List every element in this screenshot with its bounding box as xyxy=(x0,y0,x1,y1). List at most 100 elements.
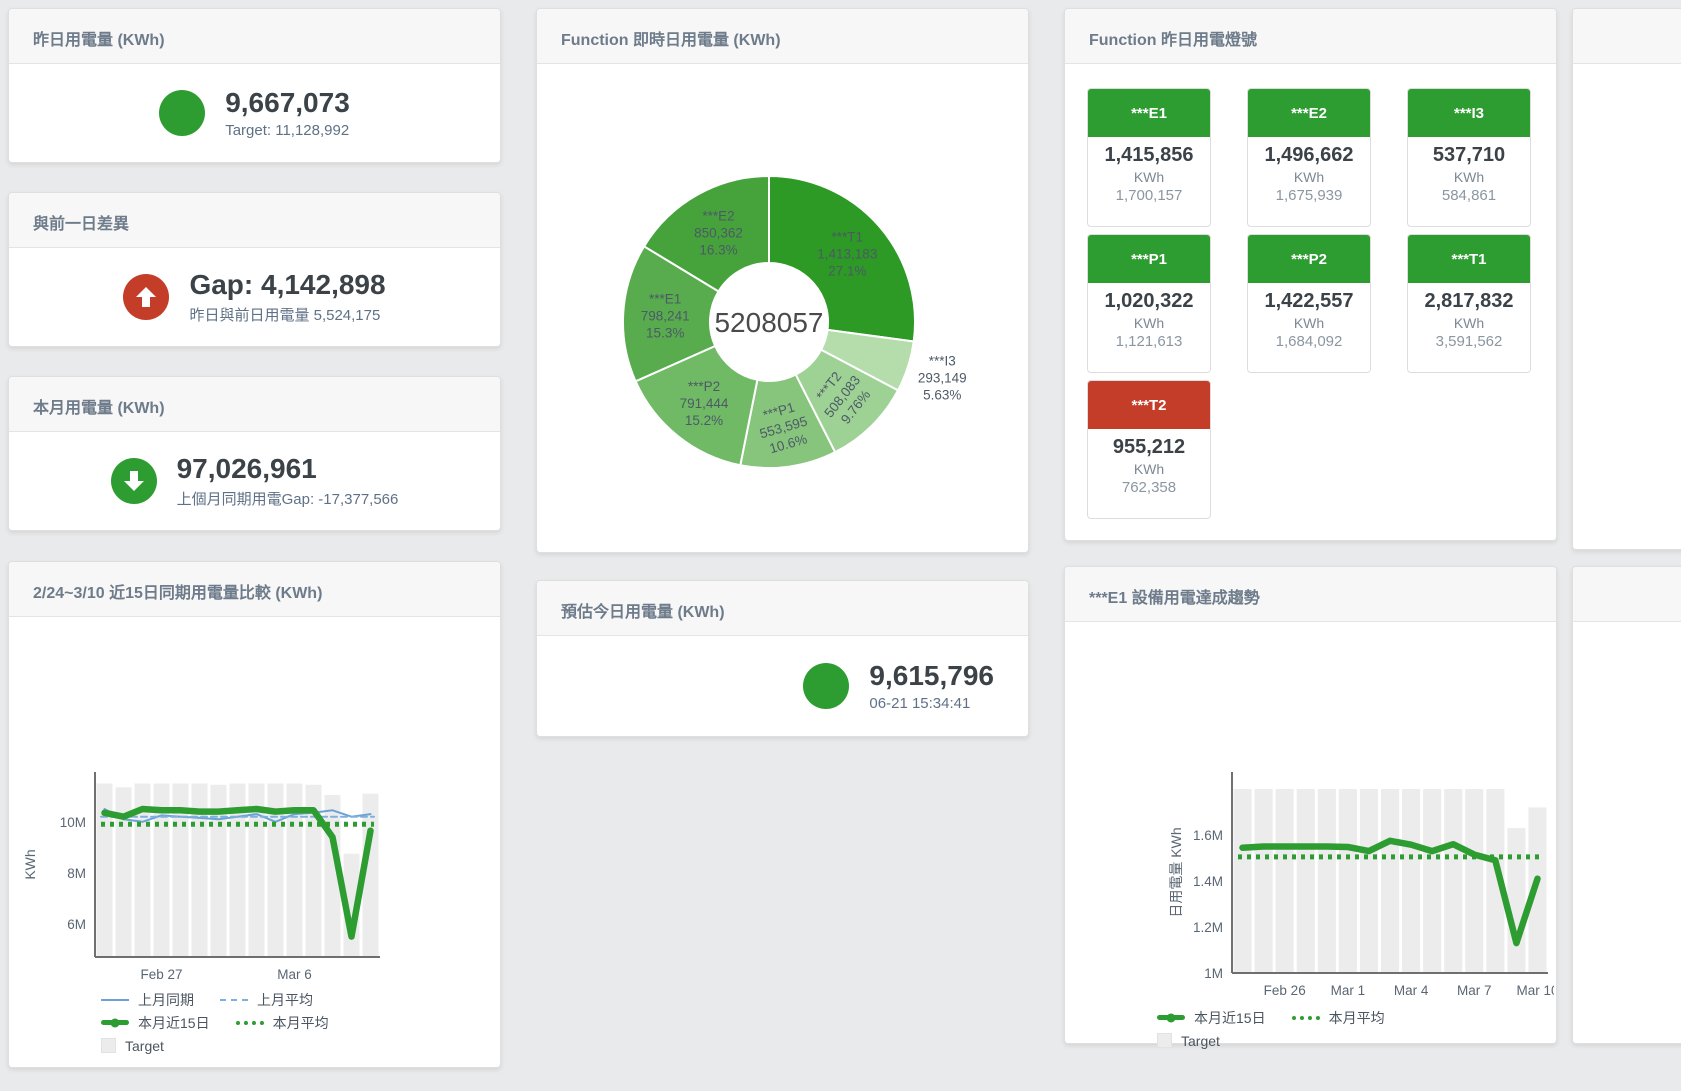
card-title-prev-day-gap: 與前一日差異 xyxy=(9,193,500,248)
yesterday-target: Target: 11,128,992 xyxy=(225,122,350,140)
green-dotted-swatch-icon xyxy=(1291,1015,1320,1020)
tile-unit: KWh xyxy=(1133,461,1165,477)
compare-chart-legend: 上月同期 上月平均 本月近15日 本月平均 Target xyxy=(9,988,500,1057)
tile-unit: KWh xyxy=(1133,169,1165,185)
month-value: 97,026,961 xyxy=(176,452,317,484)
tile-unit: KWh xyxy=(1293,169,1325,185)
legend-this-month-15day: 本月近15日 xyxy=(1157,1008,1266,1028)
tile-label: ***T1 xyxy=(1408,235,1530,283)
legend-this-month-average: 本月平均 xyxy=(235,1013,329,1033)
svg-text:Mar 6: Mar 6 xyxy=(277,967,312,982)
tile-target: 762,358 xyxy=(1121,479,1177,496)
svg-text:Feb 26: Feb 26 xyxy=(1264,983,1306,998)
card-month-usage: 本月用電量 (KWh) 97,026,961 上個月同期用電Gap: -17,3… xyxy=(8,376,501,531)
card-yesterday-usage: 昨日用電量 (KWh) 9,667,073 Target: 11,128,992 xyxy=(8,8,501,163)
estimate-timestamp: 06-21 15:34:41 xyxy=(869,695,971,713)
light-tile-e2[interactable]: ***E2 1,496,662 KWh 1,675,939 xyxy=(1247,88,1371,227)
tile-target: 1,684,092 xyxy=(1275,333,1343,350)
green-line-swatch-icon xyxy=(1157,1015,1185,1020)
green-status-circle-icon xyxy=(159,90,206,136)
e1-trend-legend: 本月近15日 本月平均 Target xyxy=(1065,1006,1556,1052)
svg-text:Feb 27: Feb 27 xyxy=(140,967,182,982)
card-title-yesterday: 昨日用電量 (KWh) xyxy=(9,9,500,64)
cropped-card-bottom xyxy=(1572,566,1681,1044)
svg-text:***T2508,0839.76%: ***T2508,0839.76% xyxy=(808,362,877,431)
light-tile-i3[interactable]: ***I3 537,710 KWh 584,861 xyxy=(1407,88,1531,227)
cropped-card-header xyxy=(1573,9,1681,64)
light-tile-t1[interactable]: ***T1 2,817,832 KWh 3,591,562 xyxy=(1407,234,1531,373)
svg-text:日用電量 KWh: 日用電量 KWh xyxy=(1168,827,1184,917)
light-tile-grid: ***E1 1,415,856 KWh 1,700,157 ***E2 1,49… xyxy=(1065,64,1556,543)
tile-value: 955,212 xyxy=(1112,436,1186,458)
svg-text:10M: 10M xyxy=(60,815,86,830)
tile-target: 3,591,562 xyxy=(1435,333,1503,350)
yesterday-stat: 9,667,073 Target: 11,128,992 xyxy=(9,64,500,162)
estimate-value: 9,615,796 xyxy=(869,659,994,691)
card-yesterday-lights: Function 昨日用電燈號 ***E1 1,415,856 KWh 1,70… xyxy=(1064,8,1557,541)
tile-unit: KWh xyxy=(1453,169,1485,185)
legend-last-month-same-period: 上月同期 xyxy=(101,990,194,1010)
svg-text:KWh: KWh xyxy=(22,849,38,879)
e1-trend-chart[interactable]: 1M 1.2M 1.4M 1.6M Feb 26 Mar 1 Mar 4 Mar 7 Mar 1… xyxy=(1071,622,1554,1000)
tile-target: 1,700,157 xyxy=(1115,187,1183,204)
tile-value: 1,496,662 xyxy=(1264,144,1354,166)
legend-this-month-average: 本月平均 xyxy=(1291,1008,1385,1028)
svg-text:1.6M: 1.6M xyxy=(1193,828,1223,843)
prev-day-gap-value: Gap: 4,142,898 xyxy=(189,268,386,300)
light-tile-p2[interactable]: ***P2 1,422,557 KWh 1,684,092 xyxy=(1247,234,1371,373)
tile-label: ***E2 xyxy=(1248,89,1370,137)
tile-value: 1,020,322 xyxy=(1104,290,1194,312)
tile-value: 537,710 xyxy=(1432,144,1506,166)
svg-text:Mar 10: Mar 10 xyxy=(1516,983,1554,998)
svg-text:8M: 8M xyxy=(67,866,86,881)
tile-value: 1,415,856 xyxy=(1104,144,1194,166)
svg-text:5208057: 5208057 xyxy=(714,307,823,338)
tile-label: ***P1 xyxy=(1088,235,1210,283)
svg-text:1.4M: 1.4M xyxy=(1193,874,1223,889)
svg-text:6M: 6M xyxy=(67,917,86,932)
gray-square-swatch-icon xyxy=(101,1038,116,1053)
tile-target: 584,861 xyxy=(1441,187,1497,204)
card-15day-compare-chart: 2/24~3/10 近15日同期用電量比較 (KWh) 6M 8M 10M Feb 2… xyxy=(8,561,501,1068)
blue-line-swatch-icon xyxy=(101,998,129,1001)
yesterday-value: 9,667,073 xyxy=(225,86,350,118)
compare-15day-chart[interactable]: 6M 8M 10M Feb 27 Mar 6 KWh xyxy=(15,617,492,982)
tile-label: ***P2 xyxy=(1248,235,1370,283)
card-e1-trend-chart: ***E1 設備用電達成趨勢 1M 1.2M 1.4M 1.6M Feb 26 Mar 1… xyxy=(1064,566,1557,1049)
tile-label: ***E1 xyxy=(1088,89,1210,137)
month-stat: 97,026,961 上個月同期用電Gap: -17,377,566 xyxy=(9,432,500,530)
tile-unit: KWh xyxy=(1453,315,1485,331)
prev-day-gap-subtext: 昨日與前日用電量 5,524,175 xyxy=(189,307,381,325)
function-usage-donut-chart[interactable]: ***T1 1,413,183 27.1% ***I3 293,149 5.63% ***T… xyxy=(537,64,1028,553)
light-tile-p1[interactable]: ***P1 1,020,322 KWh 1,121,613 xyxy=(1087,234,1211,373)
svg-text:Mar 7: Mar 7 xyxy=(1457,983,1492,998)
card-prev-day-gap: 與前一日差異 Gap: 4,142,898 昨日與前日用電量 5,524,175 xyxy=(8,192,501,347)
tile-target: 1,121,613 xyxy=(1115,333,1183,350)
card-title-month: 本月用電量 (KWh) xyxy=(9,377,500,432)
month-gap-subtext: 上個月同期用電Gap: -17,377,566 xyxy=(176,491,399,509)
legend-this-month-15day: 本月近15日 xyxy=(101,1013,210,1033)
tile-target: 1,675,939 xyxy=(1275,187,1343,204)
legend-target: Target xyxy=(1157,1033,1220,1049)
svg-text:***P1553,59510.6%: ***P1553,59510.6% xyxy=(753,397,813,458)
light-tile-t2[interactable]: ***T2 955,212 KWh 762,358 xyxy=(1087,380,1211,519)
blue-dashed-swatch-icon xyxy=(220,998,248,1001)
svg-text:Mar 4: Mar 4 xyxy=(1394,983,1429,998)
gray-square-swatch-icon xyxy=(1157,1033,1172,1048)
card-title-lights: Function 昨日用電燈號 xyxy=(1065,9,1556,64)
svg-text:Mar 1: Mar 1 xyxy=(1331,983,1366,998)
light-tile-e1[interactable]: ***E1 1,415,856 KWh 1,700,157 xyxy=(1087,88,1211,227)
green-status-circle-icon xyxy=(803,663,850,709)
arrow-up-icon xyxy=(123,274,170,320)
legend-last-month-average: 上月平均 xyxy=(220,990,313,1010)
prev-day-gap-stat: Gap: 4,142,898 昨日與前日用電量 5,524,175 xyxy=(9,248,500,346)
card-title-estimate-today: 預估今日用電量 (KWh) xyxy=(537,581,1028,636)
tile-label: ***I3 xyxy=(1408,89,1530,137)
svg-text:1M: 1M xyxy=(1204,966,1223,981)
